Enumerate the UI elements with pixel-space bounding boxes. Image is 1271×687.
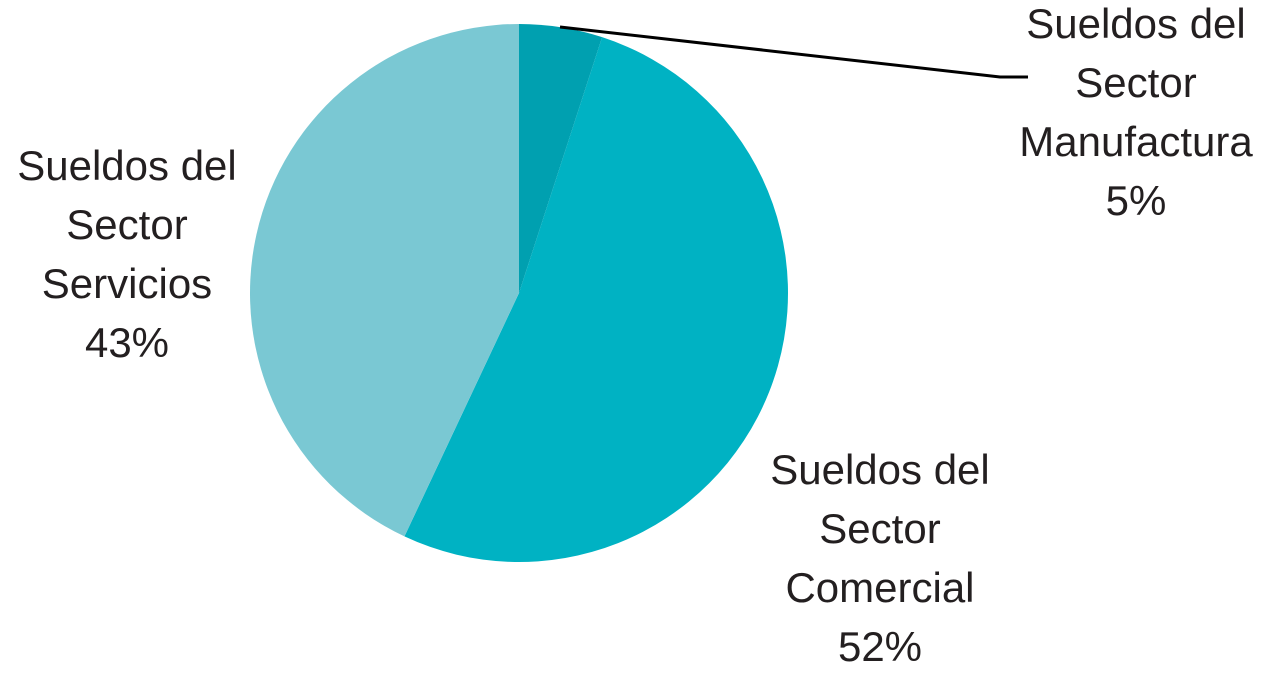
pie-slices: [249, 24, 788, 563]
slice-name-line: Sector: [66, 201, 187, 248]
pie-slice-1: [519, 24, 603, 293]
slice-name-line: Sueldos del: [770, 446, 990, 493]
pie-slice-3: [249, 24, 519, 537]
slice-name-line: Sector: [1075, 59, 1196, 106]
pie-slice-2: [404, 37, 788, 563]
slice-name-line: Manufactura: [1019, 118, 1253, 165]
slice-name-line: Sueldos del: [17, 142, 237, 189]
slice-value-label: 52%: [838, 623, 922, 670]
slice-labels: Sueldos del Sector Manufactura 5%Sueldos de…: [17, 0, 1253, 670]
leader-line-1: [559, 25, 1028, 79]
slice-value-label: 5%: [1106, 177, 1167, 224]
slice-value-label: 43%: [85, 319, 169, 366]
slice-name-line: Servicios: [42, 260, 212, 307]
slice-label-2: Sueldos del Sector Comercial 52%: [770, 446, 990, 670]
slice-label-3: Sueldos del Sector Servicios 43%: [17, 142, 237, 366]
slice-name-line: Sueldos del: [1026, 0, 1246, 47]
slice-name-line: Comercial: [785, 564, 974, 611]
slice-name-line: Sector: [819, 505, 940, 552]
leader-lines: [559, 25, 1028, 79]
slice-label-1: Sueldos del Sector Manufactura 5%: [1019, 0, 1253, 224]
